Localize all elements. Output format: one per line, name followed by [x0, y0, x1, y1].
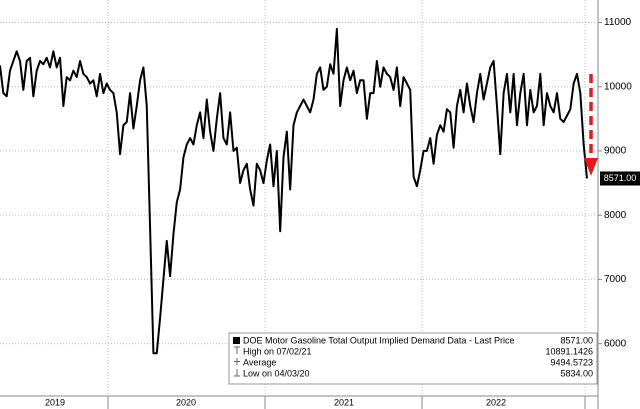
last-price-box [600, 171, 640, 186]
y-tick-label: 11000 [604, 17, 632, 28]
x-tick-label: 2022 [486, 397, 506, 407]
x-tick-label: 2019 [45, 397, 65, 407]
legend-value: 8571.00 [560, 335, 593, 345]
data-line [0, 27, 588, 355]
y-tick-label: 6000 [604, 338, 627, 349]
y-tick-label: 9000 [604, 146, 627, 157]
legend-label: DOE Motor Gasoline Total Output Implied … [243, 335, 514, 345]
legend-value: 9494.5723 [550, 357, 593, 367]
legend-symbols [234, 346, 240, 377]
legend-swatch [233, 337, 240, 344]
y-tick-label: 10000 [604, 81, 632, 92]
legend-value: 5834.00 [560, 368, 593, 378]
y-tick-label: 8000 [604, 210, 627, 221]
legend-label: Low on 04/03/20 [243, 368, 310, 378]
y-tick-label: 7000 [604, 274, 627, 285]
x-tick-label: 2020 [176, 397, 196, 407]
arrow-annotation [584, 74, 598, 176]
legend-label: Average [243, 357, 276, 367]
arrow-head [584, 158, 598, 176]
legend-box [228, 332, 598, 385]
x-tick-label: 2021 [334, 397, 354, 407]
legend-label: High on 07/02/21 [243, 346, 312, 356]
legend: DOE Motor Gasoline Total Output Implied … [228, 332, 598, 385]
last-price-label: 8571.00 [604, 173, 637, 183]
legend-value: 10891.1426 [545, 346, 593, 356]
